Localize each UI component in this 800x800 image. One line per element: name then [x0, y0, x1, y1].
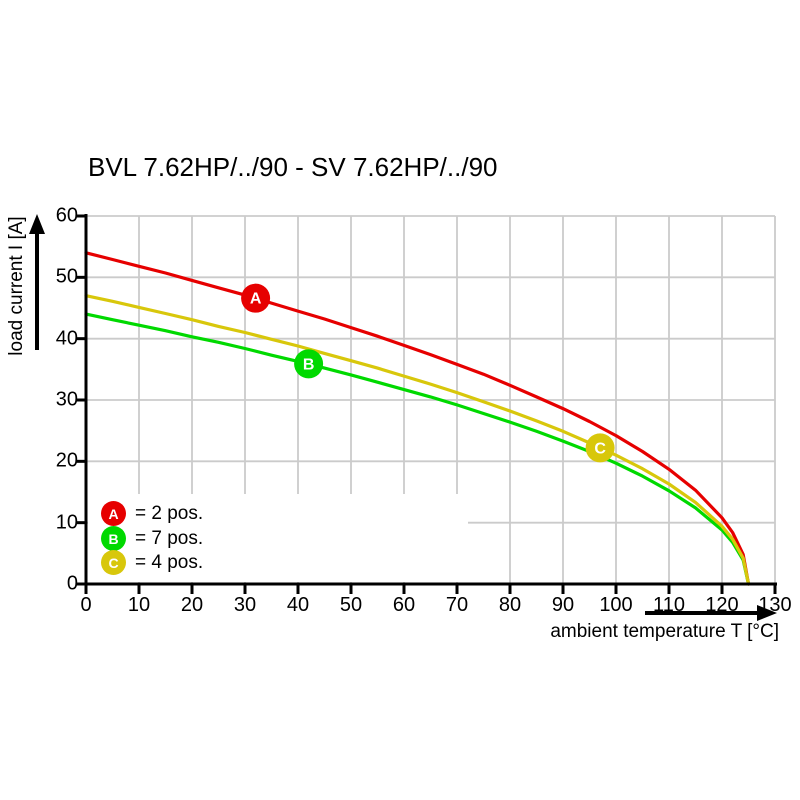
- curve-marker-b-icon: [294, 349, 324, 379]
- x-tick-label: 80: [498, 594, 522, 616]
- y-tick-label: 30: [55, 388, 78, 411]
- curve-C: [84, 294, 751, 586]
- curve-marker-a-icon: [241, 283, 271, 313]
- y-tick-label: 20: [55, 449, 78, 472]
- x-tick-label: 70: [445, 594, 469, 616]
- x-tick-label: 30: [233, 594, 257, 616]
- x-tick-label: 90: [551, 594, 575, 616]
- x-tick-label: 50: [339, 594, 363, 616]
- x-tick-label: 100: [599, 594, 633, 616]
- x-tick-label: 110: [653, 594, 685, 616]
- x-tick-label: 60: [392, 594, 416, 616]
- curve-marker-c-label: C: [594, 440, 606, 457]
- y-tick-label: 40: [55, 327, 78, 350]
- curve-marker-a-label: A: [250, 291, 262, 308]
- y-tick-label: 10: [55, 511, 78, 534]
- x-tick-label: 0: [80, 594, 92, 616]
- curve-marker-b-label: B: [303, 356, 315, 373]
- x-axis-label: ambient temperature T [°C]: [550, 621, 779, 642]
- y-tick-label: 0: [66, 572, 78, 595]
- x-axis-arrow-icon: [757, 605, 777, 621]
- legend-background: [88, 494, 468, 582]
- chart-title: BVL 7.62HP/../90 - SV 7.62HP/../90: [88, 152, 498, 182]
- x-tick-label: 10: [127, 594, 151, 616]
- curve-B: [84, 312, 751, 586]
- x-tick-label: 130: [758, 594, 792, 616]
- y-axis-arrow-icon: [29, 214, 45, 234]
- x-tick-label: 20: [180, 594, 204, 616]
- x-tick-label: 120: [705, 594, 739, 616]
- y-tick-label: 60: [55, 204, 78, 227]
- x-tick-label: 40: [286, 594, 310, 616]
- curve-marker-c-icon: [585, 433, 615, 463]
- y-tick-label: 50: [55, 265, 78, 288]
- curve-A: [84, 251, 751, 586]
